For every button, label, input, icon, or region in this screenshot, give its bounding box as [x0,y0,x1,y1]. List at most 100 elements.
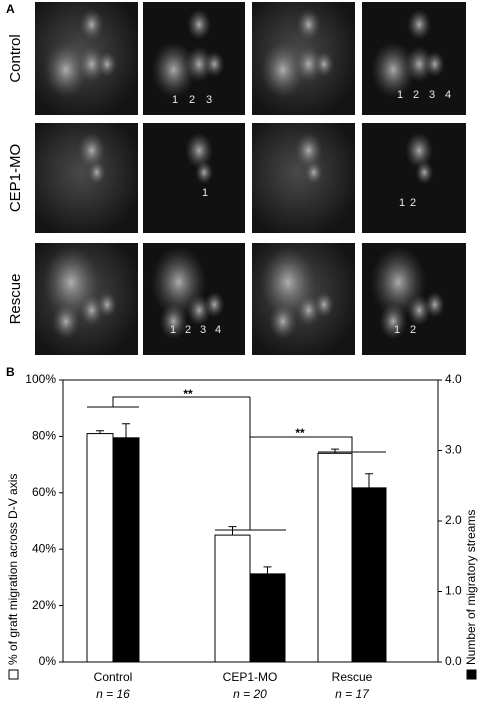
tissue-glow [294,132,323,169]
error-bar [331,448,339,454]
stream-number: 2 [189,94,195,106]
y2-tick-label: 4.0 [445,372,462,386]
micrograph [252,123,355,233]
y-axis-title: % of graft migration across D-V axis [6,474,20,680]
tissue-glow [151,41,196,99]
significance-label: ** [295,426,305,440]
bar [249,573,286,663]
micrograph [35,243,138,355]
stream-number: 1 [172,94,178,106]
tissue-glow [405,132,434,169]
row-label: Rescue [7,274,24,325]
tissue-glow [415,160,434,185]
bar [86,433,114,663]
stream-number: 4 [215,324,221,336]
error-bar [122,423,130,438]
y-tick-label: 40% [32,541,56,555]
error-bar [228,526,237,536]
tissue-glow [77,132,106,169]
tissue-glow [187,9,212,41]
panel-label: B [6,365,15,379]
micrograph [35,123,138,233]
tissue-glow [424,291,445,318]
y-tick-label: 60% [32,485,56,499]
micrograph: 1 [143,123,245,233]
y2-axis-title: Number of migratory streams [464,510,478,680]
error-bar [96,430,104,434]
tissue-glow [51,303,80,340]
tissue-glow [296,9,321,41]
tissue-glow [379,303,408,340]
tissue-glow [405,45,434,83]
row-label: CEP1-MO [7,144,24,212]
tissue-glow [77,45,106,83]
tissue-glow [407,9,432,41]
y2-tick-label: 1.0 [445,584,462,598]
y2-axis-label: Number of migratory streams [464,510,478,665]
micrograph [252,243,355,355]
error-bar [263,566,272,574]
stream-number: 1 [170,324,176,336]
tissue-glow [87,160,106,185]
micrograph [35,2,138,115]
y-axis-label: % of graft migration across D-V axis [6,474,20,665]
tissue-glow [97,291,118,318]
row-label: Control [7,34,24,82]
stream-number: 1 [394,324,400,336]
stream-number: 2 [410,197,416,209]
tissue-glow [424,51,445,78]
stream-number: 3 [206,94,212,106]
y-tick-label: 80% [32,429,56,443]
tissue-glow [371,41,416,99]
x-tick-label: Rescue [332,670,373,684]
tissue-glow [294,45,323,83]
y2-tick-label: 0.0 [445,654,462,668]
y-tick-label: 100% [25,372,56,386]
stream-number: 1 [399,197,405,209]
sample-size: n = 16 [96,687,130,701]
tissue-glow [314,51,335,78]
tissue-glow [97,51,118,78]
tissue-glow [185,45,214,83]
y2-tick-label: 2.0 [445,513,462,527]
y-tick-label: 20% [32,598,56,612]
micrograph [252,2,355,115]
tissue-glow [159,303,188,340]
error-bar [365,473,373,488]
significance-bracket [87,396,386,531]
tissue-glow [195,160,214,185]
tissue-glow [268,303,297,340]
stream-number: 2 [185,324,191,336]
x-tick-label: Control [94,670,133,684]
legend-swatch [8,669,19,680]
tissue-glow [260,41,305,99]
bar [214,534,251,663]
stream-number: 2 [413,89,419,101]
stream-number: 2 [410,324,416,336]
tissue-glow [185,132,214,169]
tissue-glow [204,291,225,318]
stream-number: 1 [397,89,403,101]
tissue-glow [79,9,104,41]
bar [112,437,140,663]
x-tick-label: CEP1-MO [223,670,278,684]
significance-label: ** [183,387,193,401]
y2-tick-label: 3.0 [445,443,462,457]
tissue-glow [204,51,225,78]
sample-size: n = 20 [233,687,267,701]
panel-label: A [6,2,15,16]
stream-number: 1 [202,187,208,199]
stream-number: 4 [445,89,451,101]
tissue-glow [314,291,335,318]
y-tick-label: 0% [39,654,57,668]
stream-number: 3 [429,89,435,101]
legend-swatch [466,669,477,680]
bar [317,452,353,663]
bar [351,487,387,663]
